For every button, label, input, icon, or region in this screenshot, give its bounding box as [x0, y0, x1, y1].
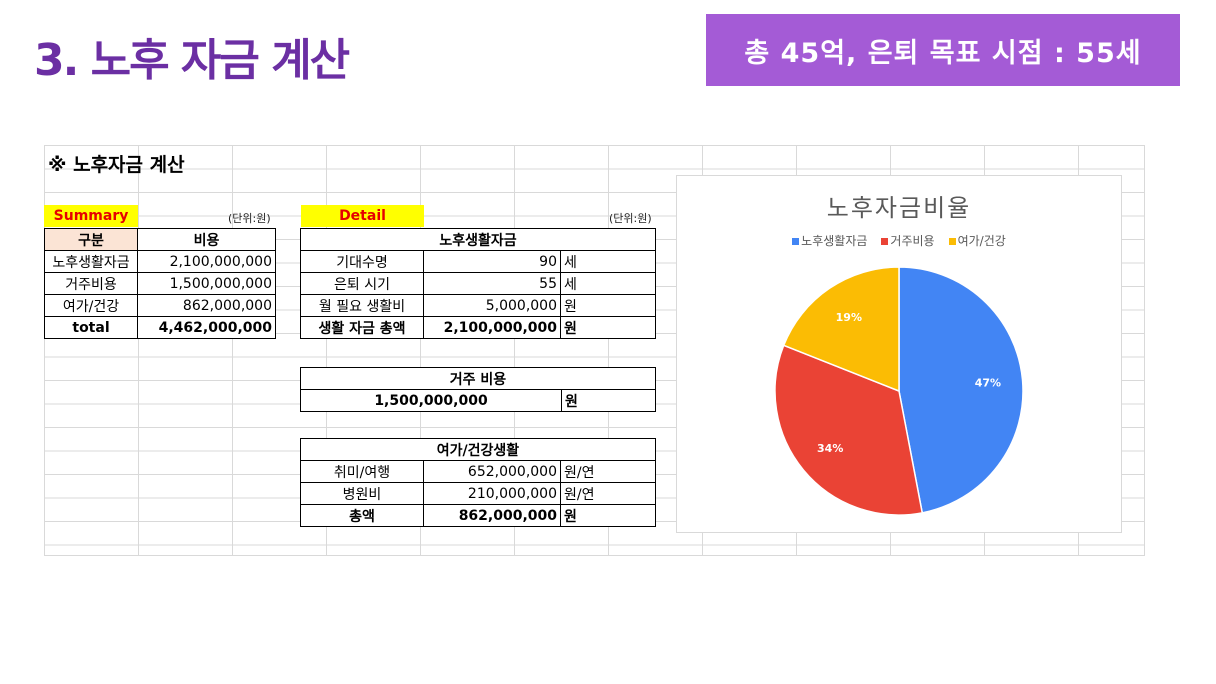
legend-item: 거주비용: [881, 232, 935, 249]
leisure-total-label[interactable]: 총액: [300, 504, 424, 527]
slide-title: 3. 노후 자금 계산: [34, 35, 350, 86]
leisure-total-unit[interactable]: 원: [560, 504, 656, 527]
legend-label: 노후생활자금: [801, 234, 868, 248]
summary-value-cell[interactable]: 2,100,000,000: [137, 250, 276, 273]
detail-tag: Detail: [301, 205, 424, 227]
detail-unit-cell[interactable]: 원/연: [560, 482, 656, 505]
living-header: 노후생활자금: [300, 228, 656, 251]
summary-banner: 총 45억, 은퇴 목표 시점 : 55세: [706, 14, 1180, 86]
leisure-header-row: 여가/건강생활: [300, 438, 656, 461]
legend-swatch: [792, 238, 800, 245]
summary-total-row: total 4,462,000,000: [44, 316, 276, 339]
summary-tag: Summary: [44, 205, 138, 227]
summary-header-row: 구분 비용: [44, 228, 276, 251]
housing-value-cell[interactable]: 1,500,000,000: [300, 389, 562, 412]
housing-unit-cell[interactable]: 원: [561, 389, 656, 412]
table-row: 거주비용 1,500,000,000: [44, 272, 276, 295]
detail-label-cell[interactable]: 취미/여행: [300, 460, 424, 483]
summary-label-cell[interactable]: 노후생활자금: [44, 250, 138, 273]
summary-value-cell[interactable]: 862,000,000: [137, 294, 276, 317]
living-expense-table: 노후생활자금 기대수명 90 세 은퇴 시기 55 세 월 필요 생활비 5,0…: [300, 228, 656, 339]
living-total-row: 생활 자금 총액 2,100,000,000 원: [300, 316, 656, 339]
table-row: 1,500,000,000 원: [300, 389, 656, 412]
detail-label-cell[interactable]: 은퇴 시기: [300, 272, 424, 295]
summary-label-cell[interactable]: 여가/건강: [44, 294, 138, 317]
summary-total-label[interactable]: total: [44, 316, 138, 339]
detail-label-cell[interactable]: 월 필요 생활비: [300, 294, 424, 317]
detail-value-cell[interactable]: 90: [423, 250, 561, 273]
leisure-total-value[interactable]: 862,000,000: [423, 504, 561, 527]
summary-header-category: 구분: [44, 228, 138, 251]
summary-value-cell[interactable]: 1,500,000,000: [137, 272, 276, 295]
detail-label-cell[interactable]: 병원비: [300, 482, 424, 505]
pie-data-label: 47%: [975, 377, 1001, 390]
table-row: 취미/여행 652,000,000 원/연: [300, 460, 656, 483]
legend-item: 여가/건강: [948, 232, 1006, 249]
living-total-label[interactable]: 생활 자금 총액: [300, 316, 424, 339]
summary-header-cost: 비용: [137, 228, 276, 251]
detail-unit-cell[interactable]: 원/연: [560, 460, 656, 483]
housing-header-row: 거주 비용: [300, 367, 656, 390]
leisure-header: 여가/건강생활: [300, 438, 656, 461]
detail-unit-cell[interactable]: 원: [560, 294, 656, 317]
housing-header: 거주 비용: [300, 367, 656, 390]
table-row: 여가/건강 862,000,000: [44, 294, 276, 317]
pie-chart[interactable]: 노후자금비율 노후생활자금 거주비용 여가/건강 47% 34% 19%: [676, 175, 1122, 533]
summary-label-cell[interactable]: 거주비용: [44, 272, 138, 295]
detail-value-cell[interactable]: 55: [423, 272, 561, 295]
leisure-total-row: 총액 862,000,000 원: [300, 504, 656, 527]
table-row: 노후생활자금 2,100,000,000: [44, 250, 276, 273]
legend-swatch: [881, 238, 889, 245]
detail-value-cell[interactable]: 210,000,000: [423, 482, 561, 505]
detail-unit-cell[interactable]: 세: [560, 272, 656, 295]
pie-slice-3[interactable]: [782, 266, 900, 393]
legend-label: 여가/건강: [957, 234, 1006, 248]
table-row: 병원비 210,000,000 원/연: [300, 482, 656, 505]
detail-value-cell[interactable]: 652,000,000: [423, 460, 561, 483]
detail-unit-cell[interactable]: 세: [560, 250, 656, 273]
table-row: 기대수명 90 세: [300, 250, 656, 273]
legend-swatch: [948, 238, 956, 245]
detail-unit-note: (단위:원): [609, 212, 652, 225]
summary-table: 구분 비용 노후생활자금 2,100,000,000 거주비용 1,500,00…: [44, 228, 276, 339]
chart-legend: 노후생활자금 거주비용 여가/건강: [677, 232, 1121, 249]
pie-svg: 47% 34% 19%: [774, 266, 1024, 516]
detail-label-cell[interactable]: 기대수명: [300, 250, 424, 273]
detail-value-cell[interactable]: 5,000,000: [423, 294, 561, 317]
living-total-unit[interactable]: 원: [560, 316, 656, 339]
living-header-row: 노후생활자금: [300, 228, 656, 251]
table-row: 은퇴 시기 55 세: [300, 272, 656, 295]
pie-data-label: 34%: [817, 442, 843, 455]
pie-slice-2[interactable]: [774, 344, 924, 516]
legend-item: 노후생활자금: [792, 232, 867, 249]
legend-label: 거주비용: [890, 234, 935, 248]
sheet-title: ※ 노후자금 계산: [48, 154, 185, 176]
pie-data-label: 19%: [836, 311, 862, 324]
summary-unit-note: (단위:원): [228, 212, 271, 225]
housing-cost-table: 거주 비용 1,500,000,000 원: [300, 367, 656, 412]
living-total-value[interactable]: 2,100,000,000: [423, 316, 561, 339]
summary-total-value[interactable]: 4,462,000,000: [137, 316, 276, 339]
leisure-health-table: 여가/건강생활 취미/여행 652,000,000 원/연 병원비 210,00…: [300, 438, 656, 527]
pie-slice-1[interactable]: [898, 266, 1024, 514]
table-row: 월 필요 생활비 5,000,000 원: [300, 294, 656, 317]
chart-title: 노후자금비율: [826, 194, 972, 222]
